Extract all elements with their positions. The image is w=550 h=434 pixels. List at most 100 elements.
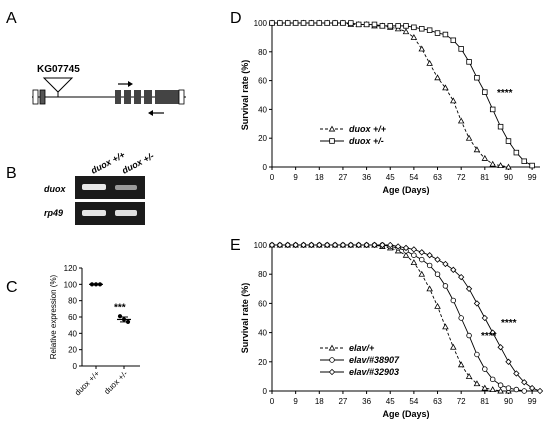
data-point	[489, 329, 496, 336]
data-point	[489, 386, 496, 393]
series-elav-32903	[268, 241, 544, 395]
y-tick-label: 20	[258, 134, 267, 143]
legend-marker	[329, 357, 335, 363]
y-tick-label: 40	[258, 329, 267, 338]
x-tick-label: 45	[386, 173, 395, 182]
data-point	[355, 241, 362, 249]
x-tick-label: duox +/+	[73, 369, 102, 398]
x-tick-label: 99	[528, 173, 537, 182]
data-point	[466, 59, 472, 65]
data-point	[505, 163, 512, 170]
panel-e-label: E	[230, 237, 241, 254]
data-point	[521, 158, 527, 164]
data-point	[434, 302, 441, 309]
data-point	[316, 241, 323, 249]
data-point	[371, 241, 378, 249]
data-point	[426, 262, 433, 269]
y-tick-label: 100	[254, 241, 268, 250]
data-point	[442, 31, 449, 38]
data-point	[474, 74, 480, 81]
series-line	[272, 22, 509, 168]
data-point	[442, 260, 449, 268]
data-point	[268, 241, 276, 249]
y-tick-label: 60	[258, 77, 267, 86]
data-point	[450, 37, 457, 44]
data-point	[332, 20, 338, 26]
data-point	[442, 323, 449, 330]
data-point	[458, 46, 464, 52]
data-point	[276, 241, 284, 249]
data-point	[465, 134, 473, 141]
x-tick-label: 45	[386, 397, 395, 406]
legend-marker	[328, 125, 336, 132]
data-point	[403, 23, 409, 29]
data-point	[473, 300, 481, 307]
data-point	[458, 315, 464, 321]
data-point	[324, 20, 330, 26]
x-tick-label: 90	[504, 397, 513, 406]
y-axis-label: Relative expression (%)	[49, 274, 58, 359]
insertion-label: KG07745	[37, 64, 80, 75]
data-point	[426, 285, 433, 292]
y-tick-label: 0	[263, 387, 268, 396]
group-wt	[89, 282, 103, 287]
chart-c: 0 20 40 60 80 100 120 Relative expression (%) du…	[49, 264, 140, 397]
series-duox-	[268, 19, 512, 170]
x-tick-label: 72	[457, 397, 466, 406]
row-label-rp49: rp49	[44, 208, 63, 218]
x-tick-label: 18	[315, 397, 324, 406]
legend-marker	[328, 344, 336, 351]
gene-diagram: KG07745	[32, 64, 186, 116]
data-point	[277, 20, 283, 26]
data-point	[450, 266, 457, 273]
data-point	[371, 21, 378, 28]
legend-entry: elav/#38907	[349, 355, 400, 365]
series-line	[272, 22, 533, 166]
x-tick-label: 9	[293, 173, 298, 182]
x-tick-label: 90	[504, 173, 513, 182]
data-point	[482, 366, 488, 372]
data-point	[331, 241, 339, 249]
band-rp49-het	[115, 210, 137, 216]
data-point	[481, 154, 489, 161]
y-tick-label: 100	[254, 19, 268, 28]
data-point	[117, 314, 123, 319]
data-point	[402, 244, 410, 252]
data-point	[434, 256, 441, 263]
data-point	[308, 241, 315, 249]
data-point	[505, 138, 512, 144]
data-point	[387, 23, 393, 29]
x-tick-label: 81	[480, 397, 489, 406]
y-tick-label: 80	[68, 297, 77, 306]
data-point	[457, 361, 465, 368]
exon-2	[115, 90, 121, 104]
data-point	[450, 343, 457, 350]
data-point	[308, 20, 315, 26]
exon-5	[144, 90, 152, 104]
exon-4	[134, 90, 141, 104]
data-point	[489, 106, 496, 113]
data-point	[347, 241, 354, 249]
y-tick-label: 80	[258, 270, 267, 279]
gel-strip-duox	[75, 176, 145, 199]
data-point	[497, 382, 504, 388]
chart-d: 0 20 40 60 80 100 0 9 18 27 36 45 54 63 72 81 90 99 Age (D…	[240, 19, 540, 195]
data-point	[497, 387, 504, 394]
data-point	[466, 332, 472, 339]
panel-c-label: C	[6, 279, 18, 296]
data-point	[513, 370, 520, 377]
band-rp49-wt	[82, 210, 106, 216]
exon-6	[155, 90, 179, 104]
data-point	[363, 21, 370, 28]
y-tick-label: 40	[258, 105, 267, 114]
legend-entry: duox +/+	[349, 124, 387, 134]
y-axis-label: Survival rate (%)	[240, 283, 250, 354]
data-point	[292, 20, 299, 26]
data-point	[418, 45, 426, 52]
data-point	[442, 283, 449, 289]
panel-a-label: A	[6, 10, 17, 27]
significance-stars: ****	[501, 318, 517, 329]
x-axis-label: Age (Days)	[382, 185, 429, 195]
data-point	[489, 160, 496, 167]
data-point	[394, 243, 402, 250]
